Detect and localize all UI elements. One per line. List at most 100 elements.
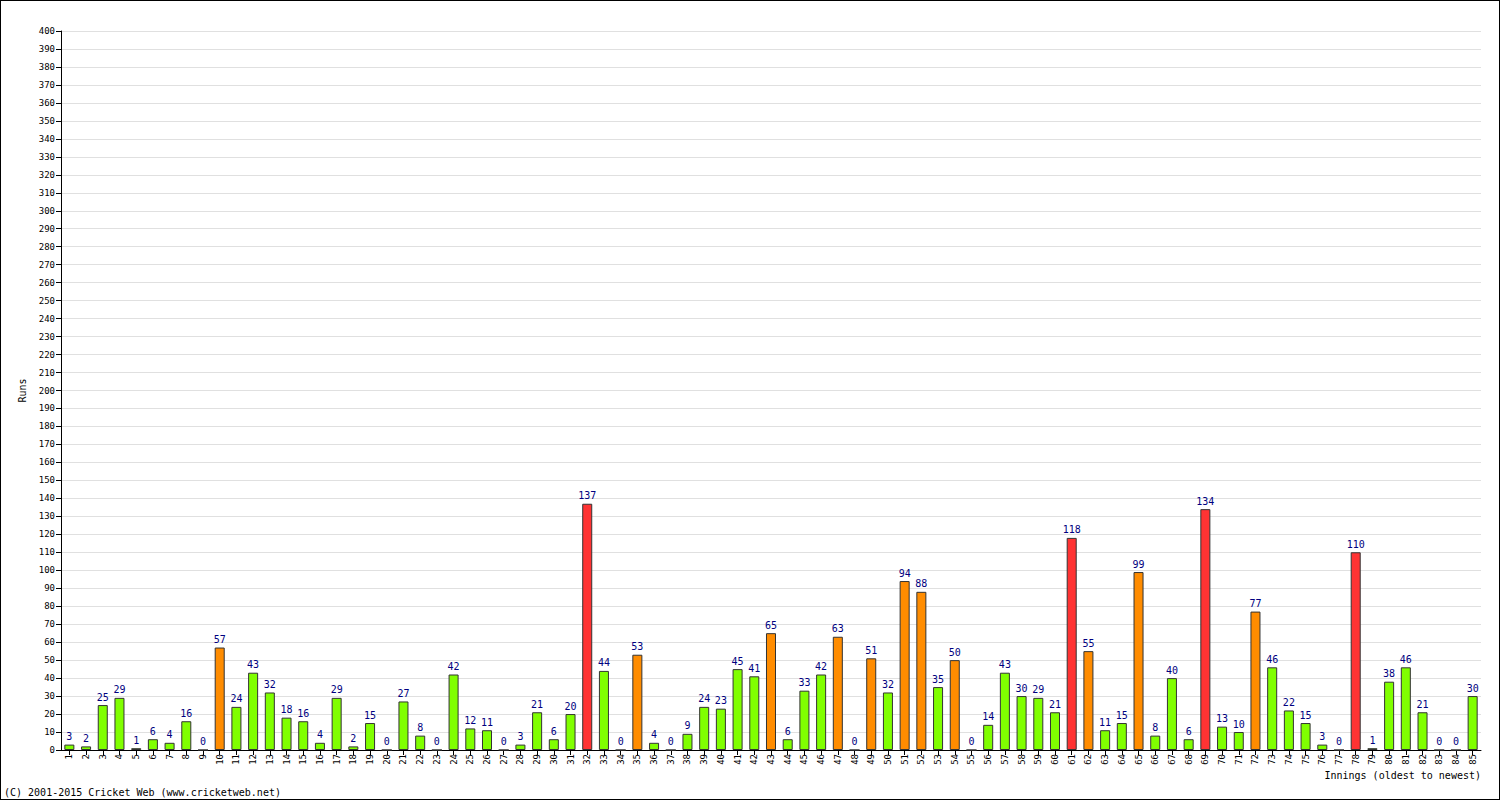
- svg-text:0: 0: [668, 736, 674, 747]
- svg-text:69: 69: [1200, 754, 1210, 765]
- svg-text:340: 340: [39, 134, 55, 144]
- svg-text:1: 1: [64, 754, 74, 759]
- svg-text:43: 43: [999, 659, 1011, 670]
- svg-text:120: 120: [39, 529, 55, 539]
- svg-text:10: 10: [1233, 719, 1245, 730]
- svg-text:190: 190: [39, 403, 55, 413]
- svg-text:45: 45: [799, 754, 809, 765]
- svg-text:80: 80: [1384, 754, 1394, 765]
- svg-text:57: 57: [1000, 754, 1010, 765]
- svg-text:150: 150: [39, 475, 55, 485]
- svg-text:4: 4: [167, 729, 173, 740]
- svg-text:13: 13: [1216, 713, 1228, 724]
- svg-text:4: 4: [317, 729, 323, 740]
- svg-text:230: 230: [39, 332, 55, 342]
- svg-text:22: 22: [1283, 697, 1295, 708]
- svg-text:3: 3: [1319, 731, 1325, 742]
- svg-text:390: 390: [39, 44, 55, 54]
- svg-text:83: 83: [1434, 754, 1444, 765]
- svg-text:49: 49: [866, 754, 876, 765]
- svg-text:300: 300: [39, 206, 55, 216]
- svg-text:23: 23: [432, 754, 442, 765]
- svg-text:0: 0: [1453, 736, 1459, 747]
- svg-text:0: 0: [50, 745, 55, 755]
- svg-text:51: 51: [865, 645, 877, 656]
- svg-text:400: 400: [39, 26, 55, 36]
- svg-text:15: 15: [298, 754, 308, 765]
- svg-text:60: 60: [44, 637, 55, 647]
- svg-text:134: 134: [1196, 496, 1214, 507]
- svg-text:0: 0: [968, 736, 974, 747]
- svg-text:30: 30: [549, 754, 559, 765]
- svg-text:137: 137: [578, 490, 596, 501]
- svg-text:12: 12: [248, 754, 258, 765]
- svg-text:200: 200: [39, 386, 55, 396]
- svg-text:20: 20: [382, 754, 392, 765]
- svg-text:24: 24: [230, 693, 242, 704]
- svg-text:67: 67: [1167, 754, 1177, 765]
- svg-text:6: 6: [148, 754, 158, 759]
- svg-text:38: 38: [1383, 668, 1395, 679]
- svg-text:46: 46: [1400, 654, 1412, 665]
- svg-text:29: 29: [1032, 684, 1044, 695]
- svg-text:45: 45: [732, 656, 744, 667]
- svg-text:2: 2: [83, 733, 89, 744]
- svg-text:310: 310: [39, 188, 55, 198]
- svg-text:10: 10: [215, 754, 225, 765]
- svg-text:16: 16: [315, 754, 325, 765]
- svg-text:33: 33: [798, 677, 810, 688]
- svg-text:3: 3: [98, 754, 108, 759]
- svg-text:21: 21: [531, 699, 543, 710]
- svg-text:85: 85: [1468, 754, 1478, 765]
- svg-text:(C) 2001-2015 Cricket Web (www: (C) 2001-2015 Cricket Web (www.cricketwe…: [4, 787, 281, 798]
- svg-text:20: 20: [565, 701, 577, 712]
- svg-text:23: 23: [715, 695, 727, 706]
- svg-text:41: 41: [733, 754, 743, 765]
- svg-text:15: 15: [1300, 710, 1312, 721]
- svg-text:53: 53: [631, 641, 643, 652]
- svg-text:15: 15: [1116, 710, 1128, 721]
- svg-text:17: 17: [332, 754, 342, 765]
- svg-text:Runs: Runs: [17, 378, 28, 402]
- svg-text:77: 77: [1334, 754, 1344, 765]
- svg-text:48: 48: [850, 754, 860, 765]
- svg-text:3: 3: [66, 731, 72, 742]
- svg-text:0: 0: [1436, 736, 1442, 747]
- svg-text:14: 14: [982, 711, 994, 722]
- svg-text:21: 21: [1417, 699, 1429, 710]
- svg-text:12: 12: [464, 715, 476, 726]
- svg-text:240: 240: [39, 314, 55, 324]
- svg-text:25: 25: [97, 692, 109, 703]
- svg-text:21: 21: [1049, 699, 1061, 710]
- svg-text:290: 290: [39, 224, 55, 234]
- svg-text:59: 59: [1033, 754, 1043, 765]
- svg-text:46: 46: [1266, 654, 1278, 665]
- svg-text:81: 81: [1401, 754, 1411, 765]
- svg-text:160: 160: [39, 457, 55, 467]
- svg-text:29: 29: [532, 754, 542, 765]
- svg-text:250: 250: [39, 296, 55, 306]
- svg-text:110: 110: [1347, 539, 1365, 550]
- svg-text:63: 63: [1100, 754, 1110, 765]
- svg-text:16: 16: [297, 708, 309, 719]
- svg-text:130: 130: [39, 511, 55, 521]
- svg-text:24: 24: [449, 754, 459, 765]
- svg-text:30: 30: [44, 691, 55, 701]
- svg-text:180: 180: [39, 421, 55, 431]
- svg-text:61: 61: [1067, 754, 1077, 765]
- svg-text:0: 0: [852, 736, 858, 747]
- svg-text:32: 32: [264, 679, 276, 690]
- svg-text:44: 44: [598, 657, 610, 668]
- svg-text:70: 70: [44, 619, 55, 629]
- svg-text:10: 10: [44, 727, 55, 737]
- svg-text:15: 15: [364, 710, 376, 721]
- svg-text:53: 53: [933, 754, 943, 765]
- svg-text:47: 47: [833, 754, 843, 765]
- svg-text:8: 8: [1152, 722, 1158, 733]
- svg-text:35: 35: [632, 754, 642, 765]
- svg-text:55: 55: [966, 754, 976, 765]
- svg-text:32: 32: [582, 754, 592, 765]
- svg-text:6: 6: [1186, 726, 1192, 737]
- svg-text:27: 27: [499, 754, 509, 765]
- svg-text:28: 28: [515, 754, 525, 765]
